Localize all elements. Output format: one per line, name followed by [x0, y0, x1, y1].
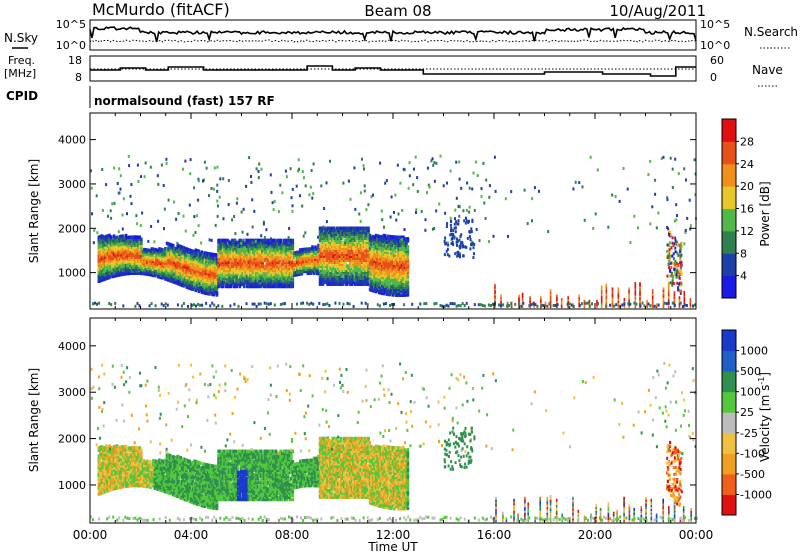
colorbar-tick-label: 1000 — [740, 345, 768, 358]
y-tick-label: 2000 — [58, 222, 86, 235]
colorbar-tick-label: 28 — [740, 135, 754, 148]
colorbar-swatch — [722, 371, 736, 393]
colorbar-swatch — [722, 391, 736, 413]
freq-label-2: [MHz] — [4, 67, 36, 80]
freq-trace — [90, 65, 696, 77]
x-tick-label: 00:00 — [679, 528, 714, 542]
velocity-axes: 1000 2000 3000 4000 00:00 04:00 08:00 12:00 16:0… — [58, 318, 713, 542]
power-heatmap-cells — [90, 154, 697, 309]
nave-tick-bottom: 0 — [710, 71, 717, 84]
colorbar-tick-label: 100 — [740, 386, 761, 399]
colorbar-swatch — [722, 141, 736, 165]
x-axis-label: Time UT — [367, 540, 418, 554]
y-tick-label: 3000 — [58, 178, 86, 191]
nsearch-trace — [89, 39, 697, 43]
colorbar-tick-label: 8 — [740, 247, 747, 260]
cpid-text: normalsound (fast) 157 RF — [94, 94, 275, 108]
colorbar-swatch — [722, 253, 736, 277]
colorbar-tick-label: -1000 — [740, 488, 772, 501]
velocity-colorbar-label-main: Velocity [m s — [758, 385, 772, 462]
power-colorbar: 4 8 12 16 20 24 28 — [721, 118, 754, 299]
nave-label: Nave — [752, 63, 783, 77]
colorbar-tick-label: 500 — [740, 365, 761, 378]
colorbar-swatch — [722, 350, 736, 372]
power-ylabel: Slant Range [km] — [27, 159, 41, 263]
y-tick-label: 2000 — [58, 433, 86, 446]
colorbar-frame — [721, 329, 737, 516]
power-colorbar-label: Power [dB] — [758, 181, 772, 246]
colorbar-swatch — [722, 330, 736, 352]
nsky-strip — [89, 19, 697, 51]
date-title: 10/Aug/2011 — [609, 2, 706, 20]
colorbar-tick-label: 20 — [740, 180, 754, 193]
colorbar-tick-label: -100 — [740, 447, 765, 460]
colorbar-swatch — [722, 208, 736, 232]
velocity-ylabel: Slant Range [km] — [27, 368, 41, 472]
x-tick-label: 12:00 — [376, 528, 411, 542]
colorbar-swatch — [722, 119, 736, 142]
nsearch-tick-bottom: 10^0 — [700, 39, 730, 52]
freq-strip — [89, 55, 697, 82]
freq-tick-bottom: 8 — [75, 71, 82, 84]
colorbar-swatch — [722, 494, 736, 516]
colorbar-tick-label: 24 — [740, 158, 754, 171]
freq-label-1: Freq. — [8, 54, 35, 67]
y-tick-label: 4000 — [58, 134, 86, 147]
colorbar-swatch — [722, 412, 736, 434]
velocity-colorbar: -1000 -500 -100 -25 25 100 500 1000 — [721, 329, 772, 516]
nsky-label: N.Sky — [4, 31, 38, 45]
colorbar-swatch — [722, 432, 736, 454]
velocity-colorbar-label-sup: -1 — [757, 377, 766, 385]
colorbar-tick-label: -25 — [740, 427, 758, 440]
x-tick-label: 20:00 — [578, 528, 613, 542]
nsky-tick-top: 10^5 — [56, 18, 86, 31]
x-tick-label: 04:00 — [174, 528, 209, 542]
colorbar-swatch — [722, 163, 736, 187]
y-tick-label: 1000 — [58, 267, 86, 280]
nave-tick-top: 60 — [710, 54, 724, 67]
colorbar-swatch — [722, 473, 736, 495]
y-tick-label: 3000 — [58, 386, 86, 399]
power-axes: 1000 2000 3000 4000 — [58, 113, 697, 309]
colorbar-swatch — [722, 186, 736, 209]
nsky-tick-bottom: 10^0 — [56, 39, 86, 52]
colorbar-swatch — [722, 453, 736, 475]
colorbar-tick-label: 25 — [740, 406, 754, 419]
nsky-trace — [89, 26, 697, 43]
x-tick-label: 00:00 — [73, 528, 108, 542]
velocity-panel: 1000 2000 3000 4000 00:00 04:00 08:00 12:00 16:0… — [58, 317, 713, 542]
power-panel: 1000 2000 3000 4000 — [58, 112, 697, 310]
cpid-label: CPID — [6, 89, 38, 103]
nsearch-label: N.Search — [744, 25, 798, 39]
x-tick-label: 16:00 — [477, 528, 512, 542]
velocity-colorbar-label: Velocity [m s-1] — [757, 372, 772, 462]
colorbar-tick-label: 4 — [740, 270, 747, 283]
colorbar-tick-label: -500 — [740, 468, 765, 481]
y-tick-label: 1000 — [58, 479, 86, 492]
freq-tick-top: 18 — [68, 54, 82, 67]
y-tick-label: 4000 — [58, 340, 86, 353]
colorbar-swatch — [722, 275, 736, 299]
colorbar-tick-label: 16 — [740, 203, 754, 216]
colorbar-swatch — [722, 230, 736, 254]
velocity-heatmap-cells — [90, 362, 698, 523]
colorbar-tick-label: 12 — [740, 225, 754, 238]
x-tick-label: 08:00 — [275, 528, 310, 542]
station-title: McMurdo (fitACF) — [92, 0, 230, 19]
beam-title: Beam 08 — [364, 2, 431, 20]
nsearch-tick-top: 10^5 — [700, 18, 730, 31]
velocity-colorbar-label-tail: ] — [758, 372, 772, 377]
